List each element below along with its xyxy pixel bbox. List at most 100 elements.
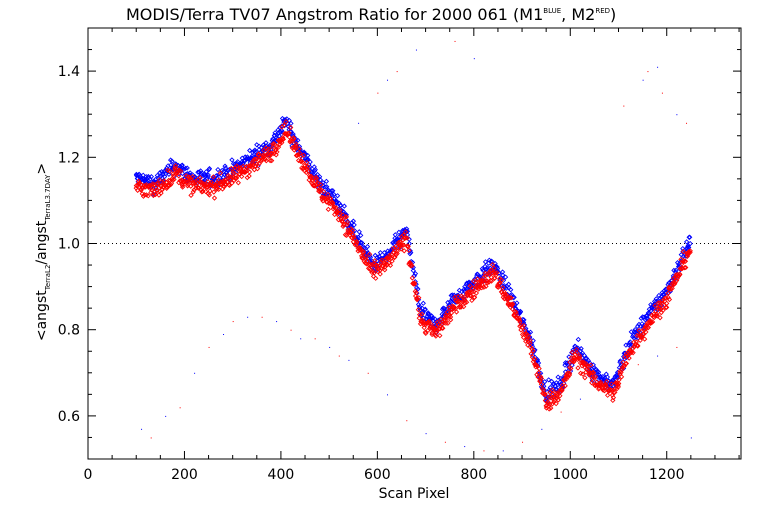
data-point bbox=[389, 246, 395, 252]
sparse-point bbox=[483, 450, 485, 452]
data-point bbox=[392, 247, 398, 253]
sparse-point bbox=[141, 428, 143, 430]
y-axis-label-sub2: TerraL3.7DAY bbox=[44, 174, 52, 222]
data-point bbox=[360, 250, 366, 256]
data-point bbox=[412, 271, 419, 277]
data-point bbox=[685, 252, 691, 258]
sparse-point bbox=[165, 415, 167, 417]
sparse-point bbox=[247, 316, 249, 318]
y-tick-label: 1.0 bbox=[58, 237, 80, 253]
data-point bbox=[428, 321, 435, 328]
y-axis-label-main: <angst bbox=[34, 290, 50, 341]
data-point bbox=[420, 319, 426, 326]
data-point bbox=[229, 157, 235, 163]
data-point bbox=[426, 311, 432, 317]
data-point bbox=[329, 199, 336, 206]
data-point bbox=[364, 243, 371, 250]
data-point bbox=[521, 317, 527, 323]
data-point bbox=[489, 270, 496, 276]
data-point bbox=[479, 266, 485, 272]
data-point bbox=[273, 152, 279, 158]
data-point bbox=[540, 387, 546, 393]
data-point bbox=[295, 151, 301, 158]
data-point bbox=[339, 218, 345, 224]
data-point bbox=[508, 295, 514, 301]
sparse-point bbox=[276, 321, 278, 323]
data-point bbox=[440, 325, 446, 331]
data-point bbox=[286, 130, 292, 136]
data-point bbox=[582, 356, 589, 362]
data-point bbox=[253, 156, 259, 162]
data-point bbox=[176, 173, 182, 179]
sparse-point bbox=[647, 71, 649, 73]
data-point bbox=[666, 296, 673, 303]
data-point bbox=[218, 181, 224, 188]
data-point bbox=[211, 183, 218, 189]
data-point bbox=[401, 248, 407, 254]
data-point bbox=[559, 386, 565, 393]
data-point bbox=[527, 337, 533, 343]
data-point bbox=[410, 281, 417, 287]
data-point bbox=[279, 127, 285, 134]
data-point bbox=[481, 274, 487, 281]
data-point bbox=[445, 320, 451, 326]
data-point bbox=[584, 363, 590, 369]
data-point bbox=[266, 153, 272, 159]
data-point bbox=[614, 380, 620, 387]
data-point bbox=[590, 369, 596, 376]
data-point bbox=[413, 290, 419, 296]
data-point bbox=[534, 362, 540, 369]
data-point bbox=[678, 252, 684, 258]
data-point bbox=[429, 330, 435, 336]
data-point bbox=[228, 165, 235, 172]
data-point bbox=[210, 174, 216, 180]
data-point bbox=[557, 379, 563, 385]
data-point bbox=[603, 382, 609, 388]
data-point bbox=[687, 248, 693, 254]
data-point bbox=[226, 174, 232, 180]
data-point bbox=[609, 387, 615, 394]
data-point bbox=[411, 280, 418, 286]
data-point bbox=[546, 377, 552, 383]
data-point bbox=[419, 305, 426, 312]
data-point bbox=[411, 281, 418, 287]
sparse-point bbox=[657, 66, 659, 68]
data-point bbox=[616, 380, 622, 387]
data-point bbox=[623, 360, 630, 367]
data-point bbox=[387, 262, 394, 268]
data-point bbox=[398, 246, 404, 252]
data-point bbox=[505, 301, 511, 308]
data-point bbox=[684, 239, 690, 245]
data-point bbox=[303, 157, 310, 163]
x-axis: 0 200 400 600 800 1000 1200 bbox=[84, 28, 740, 483]
data-point bbox=[315, 180, 321, 187]
data-point bbox=[595, 369, 602, 375]
data-point bbox=[399, 242, 405, 248]
y-axis-label-end: > bbox=[34, 163, 50, 175]
data-point bbox=[350, 232, 356, 238]
data-point bbox=[323, 178, 330, 184]
data-point bbox=[270, 136, 276, 142]
data-point bbox=[357, 247, 363, 253]
sparse-point bbox=[415, 49, 417, 51]
data-point bbox=[630, 350, 636, 356]
data-point bbox=[267, 157, 273, 164]
data-point bbox=[680, 248, 687, 255]
data-point bbox=[205, 184, 211, 191]
data-point bbox=[660, 307, 666, 313]
data-point bbox=[559, 382, 566, 388]
data-point bbox=[274, 132, 280, 138]
data-point bbox=[553, 401, 559, 407]
sparse-point bbox=[579, 398, 581, 400]
data-point bbox=[669, 285, 675, 291]
data-point bbox=[459, 299, 465, 306]
sparse-point bbox=[406, 420, 408, 422]
sparse-point bbox=[208, 346, 210, 348]
data-point bbox=[495, 284, 502, 290]
data-point bbox=[359, 240, 365, 246]
data-point bbox=[343, 214, 350, 220]
data-point bbox=[184, 165, 190, 171]
data-point bbox=[402, 235, 409, 241]
data-point bbox=[576, 353, 583, 359]
data-point bbox=[347, 229, 353, 236]
